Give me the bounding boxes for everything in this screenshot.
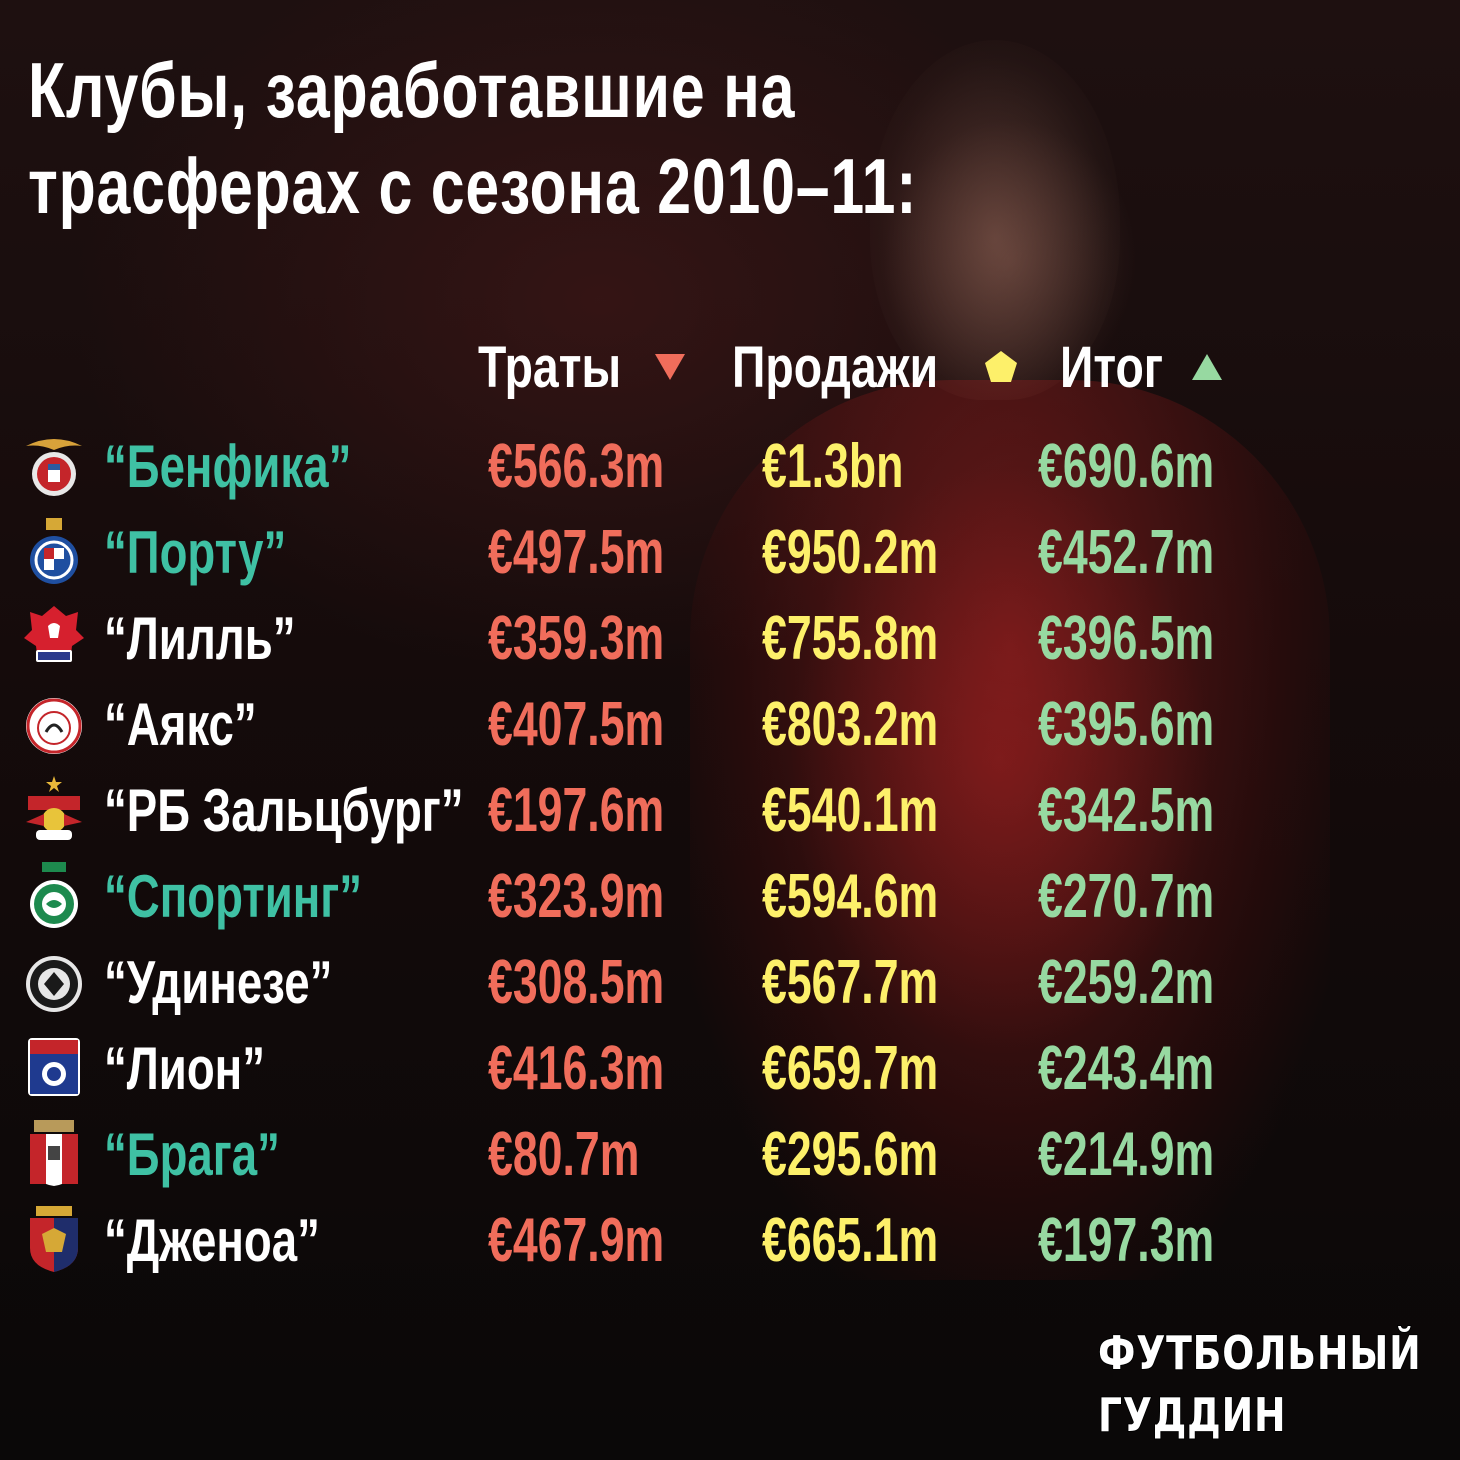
player-head-shape xyxy=(870,40,1120,400)
header-sales-label: Продажи xyxy=(732,334,939,400)
table-row: “Порту” €497.5m €950.2m €452.7m xyxy=(0,510,1460,596)
net-value: €214.9m xyxy=(1038,1120,1215,1189)
club-name: “РБ Зальцбург” xyxy=(104,777,464,844)
udinese-crest-icon xyxy=(26,956,82,1012)
table-row: “Лион” €416.3m €659.7m €243.4m xyxy=(0,1026,1460,1112)
player-shirt-shape xyxy=(690,380,1330,1280)
table-row: “Брага” €80.7m €295.6m €214.9m xyxy=(0,1112,1460,1198)
spend-value: €497.5m xyxy=(488,518,665,587)
brand-logo: ФУТБОЛЬНЫЙ ГУДДИН xyxy=(1097,1322,1422,1446)
brand-line-1: ФУТБОЛЬНЫЙ xyxy=(1097,1325,1422,1381)
club-name: “Спортинг” xyxy=(104,863,363,930)
porto-crest-icon xyxy=(30,518,78,584)
genoa-crest-icon xyxy=(30,1206,78,1272)
table-row: “Аякс” €407.5m €803.2m €395.6m xyxy=(0,682,1460,768)
lyon-crest-icon xyxy=(28,1038,80,1096)
header-spend-label: Траты xyxy=(478,334,622,400)
braga-crest-icon xyxy=(30,1120,78,1186)
net-value: €342.5m xyxy=(1038,776,1215,845)
header-net-label: Итог xyxy=(1060,334,1164,400)
table-row: “РБ Зальцбург” €197.6m €540.1m €342.5m xyxy=(0,768,1460,854)
sales-value: €594.6m xyxy=(762,862,939,931)
header-sales: Продажи xyxy=(732,332,1020,402)
net-value: €259.2m xyxy=(1038,948,1215,1017)
sales-value: €755.8m xyxy=(762,604,939,673)
salzburg-crest-icon xyxy=(26,776,82,840)
net-value: €395.6m xyxy=(1038,690,1215,759)
header-spend: Траты xyxy=(478,332,687,402)
page-title: Клубы, заработавшие на трасферах с сезон… xyxy=(28,46,918,230)
brand-line-2: ГУДДИН xyxy=(1097,1387,1287,1443)
net-value: €270.7m xyxy=(1038,862,1215,931)
table-row: “Бенфика” €566.3m €1.3bn €690.6m xyxy=(0,424,1460,510)
sales-value: €1.3bn xyxy=(762,432,904,501)
club-name: “Бенфика” xyxy=(104,433,352,500)
club-name: “Порту” xyxy=(104,519,287,586)
pentagon-icon xyxy=(984,351,1017,382)
spend-value: €197.6m xyxy=(488,776,665,845)
net-value: €452.7m xyxy=(1038,518,1215,587)
benfica-crest-icon xyxy=(26,439,82,496)
sales-value: €659.7m xyxy=(762,1034,939,1103)
net-value: €396.5m xyxy=(1038,604,1215,673)
spend-value: €467.9m xyxy=(488,1206,665,1275)
net-value: €243.4m xyxy=(1038,1034,1215,1103)
spend-value: €359.3m xyxy=(488,604,665,673)
sales-value: €567.7m xyxy=(762,948,939,1017)
sales-value: €295.6m xyxy=(762,1120,939,1189)
club-name: “Лилль” xyxy=(104,605,296,672)
sales-value: €803.2m xyxy=(762,690,939,759)
club-name: “Дженоа” xyxy=(104,1207,320,1274)
header-net: Итог xyxy=(1060,332,1225,402)
up-triangle-icon xyxy=(1191,354,1222,380)
table-row: “Спортинг” €323.9m €594.6m €270.7m xyxy=(0,854,1460,940)
club-name: “Аякс” xyxy=(104,691,257,758)
club-name: “Удинезе” xyxy=(104,949,333,1016)
sales-value: €540.1m xyxy=(762,776,939,845)
net-value: €690.6m xyxy=(1038,432,1215,501)
spend-value: €407.5m xyxy=(488,690,665,759)
spend-value: €566.3m xyxy=(488,432,665,501)
club-name: “Брага” xyxy=(104,1121,280,1188)
table-row: “Лилль” €359.3m €755.8m €396.5m xyxy=(0,596,1460,682)
spend-value: €80.7m xyxy=(488,1120,640,1189)
club-name: “Лион” xyxy=(104,1035,266,1102)
down-triangle-icon xyxy=(654,354,685,380)
table-row: “Удинезе” €308.5m €567.7m €259.2m xyxy=(0,940,1460,1026)
spend-value: €416.3m xyxy=(488,1034,665,1103)
sporting-crest-icon xyxy=(30,862,78,928)
sales-value: €665.1m xyxy=(762,1206,939,1275)
table-row: “Дженоа” €467.9m €665.1m €197.3m xyxy=(0,1198,1460,1284)
ajax-crest-icon xyxy=(26,698,82,754)
spend-value: €308.5m xyxy=(488,948,665,1017)
lille-crest-icon xyxy=(24,606,84,662)
sales-value: €950.2m xyxy=(762,518,939,587)
net-value: €197.3m xyxy=(1038,1206,1215,1275)
spend-value: €323.9m xyxy=(488,862,665,931)
